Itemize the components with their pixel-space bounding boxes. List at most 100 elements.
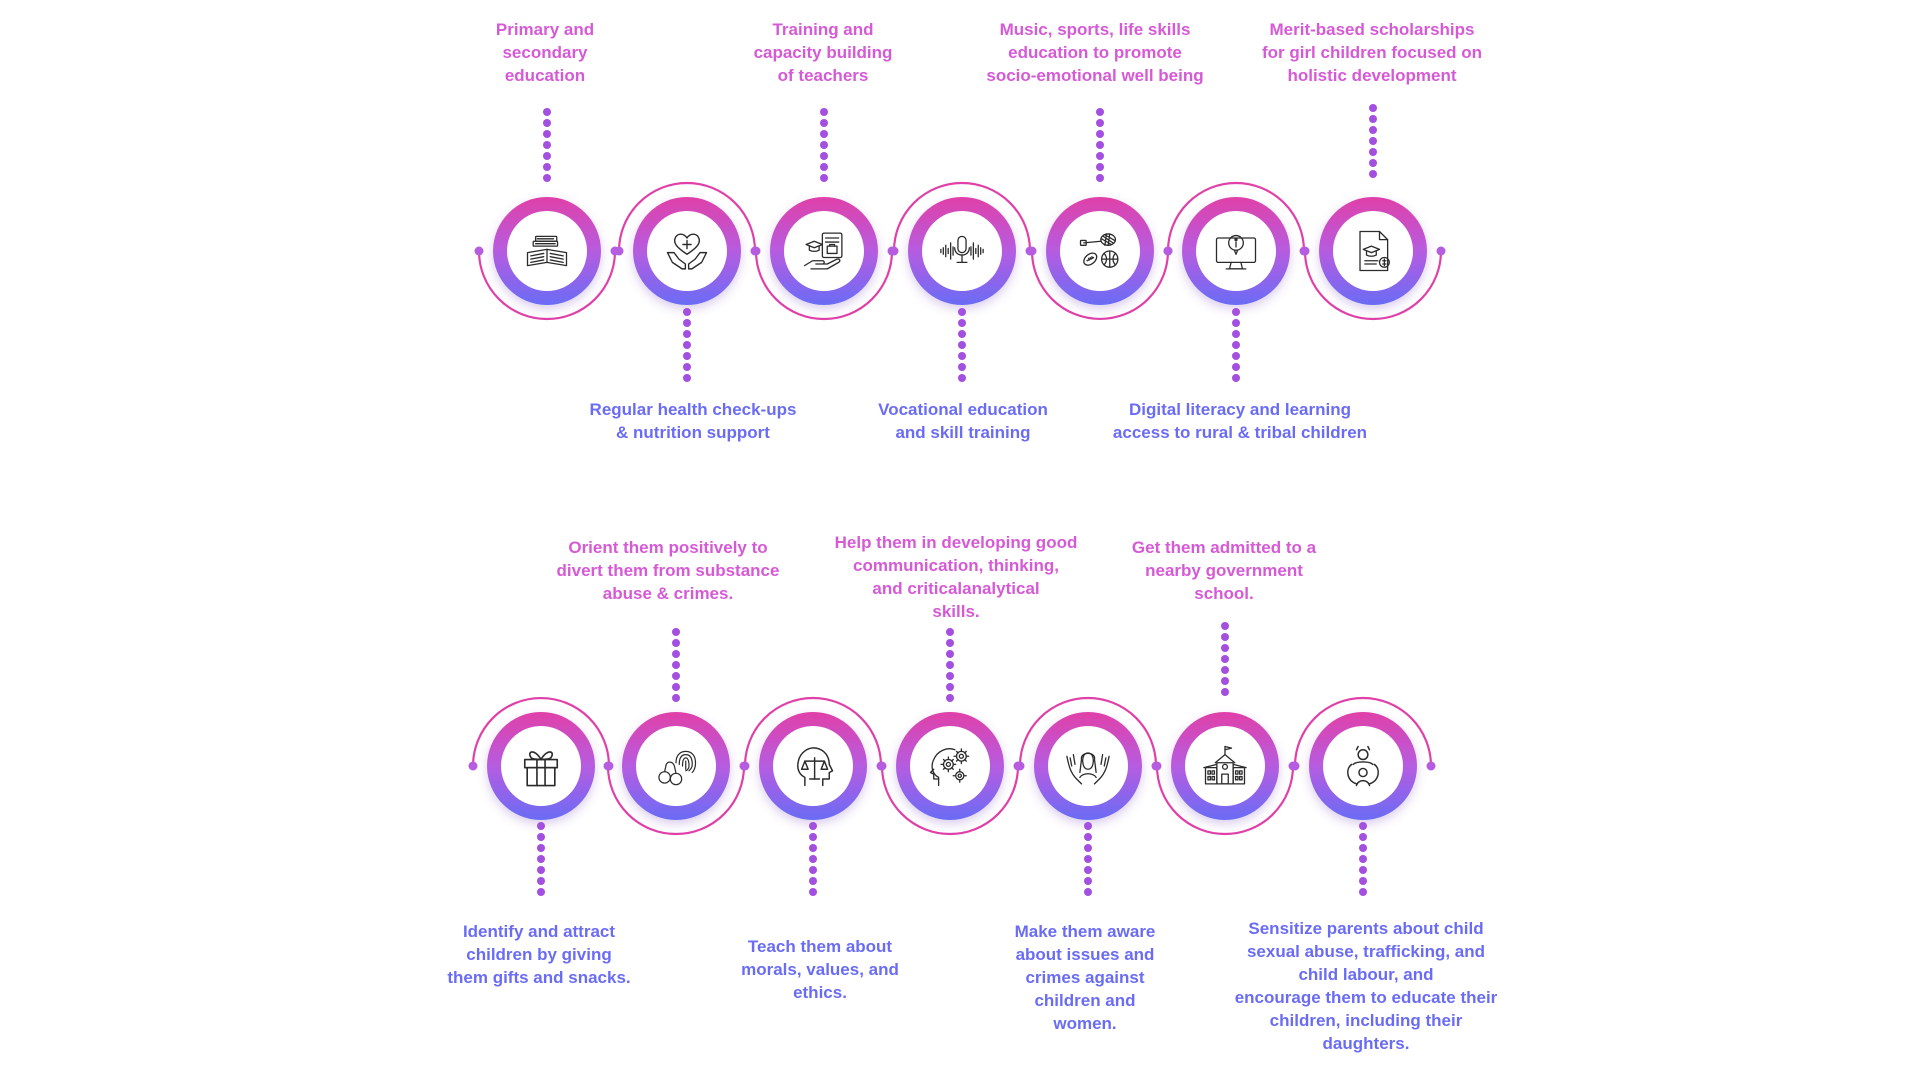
timeline-row-2 (468, 622, 1436, 896)
leader-dot (958, 341, 966, 349)
leader-dot (1221, 677, 1229, 685)
leader-dot (1096, 141, 1104, 149)
dotted-leader (1359, 822, 1367, 896)
timeline-step (1300, 104, 1446, 321)
leader-dot (683, 319, 691, 327)
leader-dot (537, 822, 545, 830)
leader-dot (543, 174, 551, 182)
timeline-step (1015, 696, 1161, 896)
dotted-leader (958, 308, 966, 382)
dotted-leader (672, 628, 680, 702)
leader-dot (946, 661, 954, 669)
leader-dot (1096, 108, 1104, 116)
connector-node (1152, 761, 1162, 771)
leader-dot (683, 352, 691, 360)
dotted-leader (1221, 622, 1229, 696)
connector-node (1015, 761, 1025, 771)
leader-dot (1221, 622, 1229, 630)
step-label: Regular health check-ups & nutrition sup… (589, 400, 797, 442)
leader-dot (809, 822, 817, 830)
leader-dot (1359, 877, 1367, 885)
step-label: Get them admitted to a nearby government… (1131, 538, 1317, 603)
timeline-step (1163, 181, 1309, 382)
connector-arc (1030, 250, 1170, 321)
step-label: Training and capacity building of teache… (753, 20, 893, 85)
leader-dot (1369, 126, 1377, 134)
connector-node (1300, 246, 1310, 256)
step-disc (922, 211, 1002, 291)
leader-dot (537, 866, 545, 874)
dotted-leader (1232, 308, 1240, 382)
step-label: Primary and secondary education (495, 20, 595, 85)
step-label: Orient them positively to divert them fr… (556, 538, 780, 603)
leader-dot (1096, 119, 1104, 127)
leader-dot (946, 639, 954, 647)
leader-dot (543, 163, 551, 171)
leader-dot (1084, 855, 1092, 863)
step-label: Sensitize parents about child sexual abu… (1234, 919, 1498, 1053)
connector-arc (1303, 250, 1443, 321)
leader-dot (1369, 159, 1377, 167)
connector-arc (477, 250, 617, 321)
leader-dot (1369, 104, 1377, 112)
leader-dot (809, 833, 817, 841)
dotted-leader (1084, 822, 1092, 896)
step-disc (773, 726, 853, 806)
leader-dot (1084, 877, 1092, 885)
leader-dot (543, 152, 551, 160)
leader-dot (1096, 152, 1104, 160)
leader-dot (820, 152, 828, 160)
connector-arc (892, 181, 1032, 252)
step-disc (784, 211, 864, 291)
leader-dot (683, 330, 691, 338)
dotted-leader (683, 308, 691, 382)
connector-arc (471, 696, 611, 767)
step-disc (1185, 726, 1265, 806)
connector-arc (1018, 696, 1158, 767)
leader-dot (946, 672, 954, 680)
leader-dot (672, 639, 680, 647)
leader-dot (958, 330, 966, 338)
step-label: Make them aware about issues and crimes … (1014, 922, 1156, 1033)
connector-node (1163, 246, 1173, 256)
leader-dot (537, 844, 545, 852)
leader-dot (1221, 688, 1229, 696)
step-disc (501, 726, 581, 806)
connector-arc (617, 181, 757, 252)
step-disc (1323, 726, 1403, 806)
leader-dot (958, 363, 966, 371)
leader-dot (543, 130, 551, 138)
leader-dot (820, 174, 828, 182)
timeline-step (603, 628, 749, 836)
connector-node (1426, 761, 1436, 771)
step-label: Teach them about morals, values, and eth… (741, 937, 899, 1002)
leader-dot (1084, 888, 1092, 896)
step-label: Vocational education and skill training (878, 400, 1048, 442)
leader-dot (946, 694, 954, 702)
leader-dot (946, 683, 954, 691)
leader-dot (1232, 374, 1240, 382)
leader-dot (1359, 844, 1367, 852)
connector-arc (1155, 765, 1295, 836)
connector-node (603, 761, 613, 771)
dotted-leader (543, 108, 551, 182)
leader-dot (683, 374, 691, 382)
step-disc (1048, 726, 1128, 806)
dotted-leader (946, 628, 954, 702)
step-disc (1196, 211, 1276, 291)
leader-dot (1369, 148, 1377, 156)
leader-dot (809, 866, 817, 874)
leader-dot (1221, 655, 1229, 663)
leader-dot (820, 119, 828, 127)
timeline-step (614, 181, 760, 382)
connector-arc (880, 765, 1020, 836)
leader-dot (1369, 115, 1377, 123)
step-label: Help them in developing good communicati… (834, 533, 1078, 621)
step-disc (647, 211, 727, 291)
leader-dot (1084, 833, 1092, 841)
connector-node (751, 246, 761, 256)
timeline-step (740, 696, 886, 896)
connector-arc (1293, 696, 1433, 767)
leader-dot (1096, 163, 1104, 171)
